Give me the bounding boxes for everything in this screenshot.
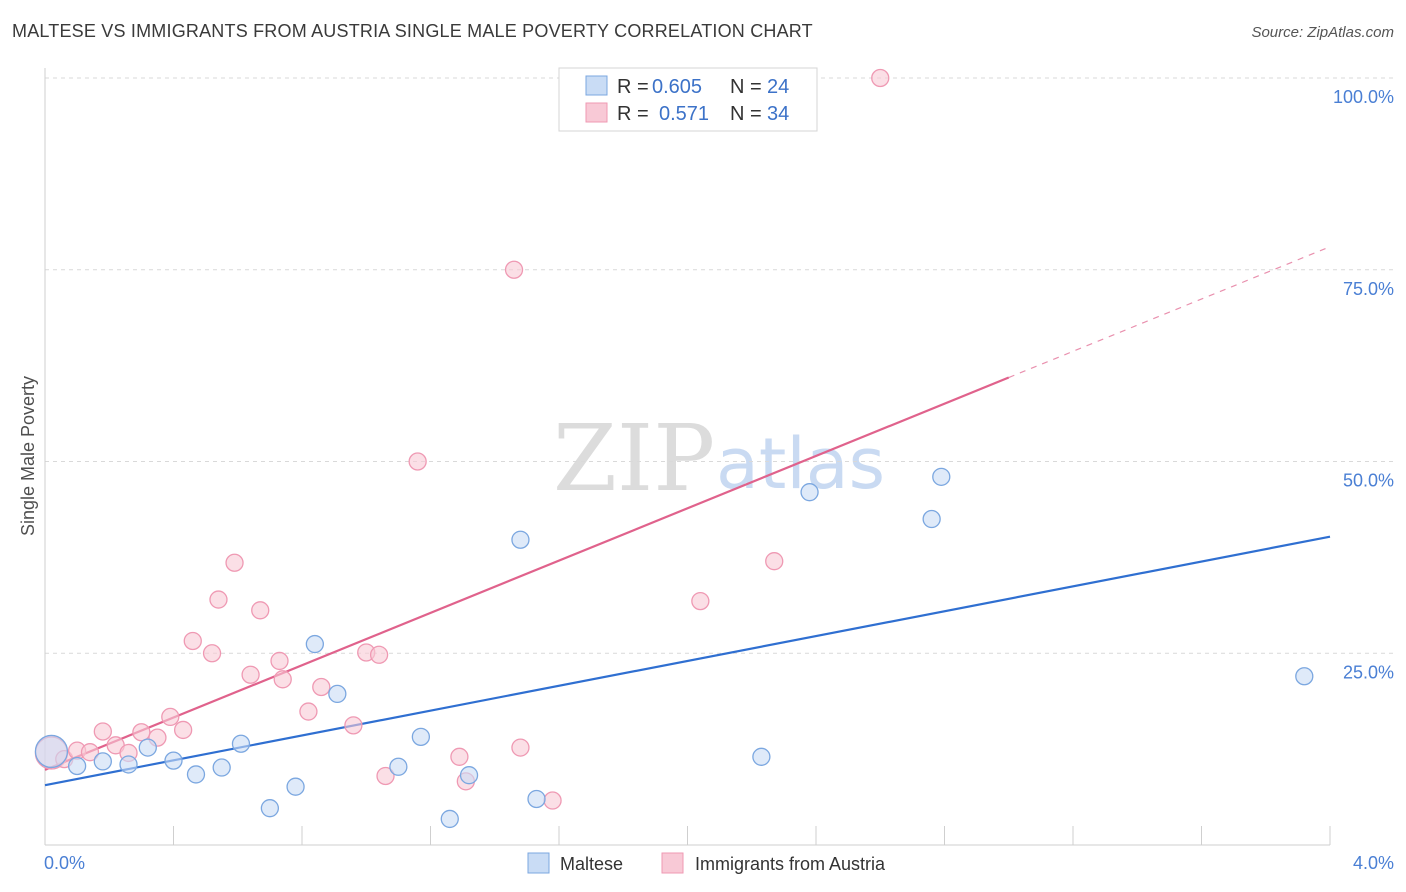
point-maltese-0 bbox=[34, 734, 69, 769]
point-maltese-4 bbox=[138, 738, 157, 757]
point-austria-19 bbox=[299, 702, 318, 721]
y-axis-label: Single Male Poverty bbox=[18, 376, 38, 536]
watermark-zip: ZIP bbox=[553, 405, 715, 512]
point-austria-9 bbox=[161, 707, 180, 727]
point-austria-33 bbox=[871, 68, 890, 88]
point-austria-3 bbox=[80, 743, 100, 762]
legend-n-label-maltese: N = bbox=[730, 76, 762, 98]
legend-n-value-maltese: 24 bbox=[767, 76, 789, 98]
point-austria-26 bbox=[450, 747, 469, 766]
trend-line-austria bbox=[44, 376, 1010, 771]
x-tick-label-min: 0.0% bbox=[44, 853, 85, 873]
point-austria-17 bbox=[270, 651, 289, 671]
grid-lines bbox=[45, 77, 1393, 654]
point-maltese-9 bbox=[260, 799, 280, 818]
legend-r-value-maltese: 0.605 bbox=[652, 76, 702, 98]
y-tick-label-25: 25.0% bbox=[1343, 662, 1394, 682]
trend-line-maltese bbox=[44, 535, 1331, 787]
point-austria-14 bbox=[225, 553, 244, 572]
legend-n-label-austria: N = bbox=[730, 103, 762, 125]
legend-r-label-austria: R = bbox=[617, 103, 649, 125]
point-maltese-2 bbox=[93, 752, 112, 771]
legend-box: R = 0.605 N = 24 R = 0.571 N = 34 bbox=[558, 67, 818, 132]
point-maltese-6 bbox=[186, 765, 206, 784]
y-axis-tick-labels: 25.0% 50.0% 75.0% 100.0% bbox=[1333, 87, 1394, 682]
point-maltese-7 bbox=[212, 758, 231, 777]
point-maltese-13 bbox=[389, 757, 408, 776]
point-austria-32 bbox=[765, 552, 784, 571]
point-maltese-5 bbox=[164, 751, 183, 770]
point-maltese-1 bbox=[67, 756, 87, 776]
data-points bbox=[34, 68, 1314, 829]
bottom-legend: Maltese Immigrants from Austria bbox=[527, 852, 886, 874]
point-maltese-11 bbox=[305, 634, 325, 654]
point-maltese-18 bbox=[527, 789, 546, 809]
point-austria-20 bbox=[312, 677, 331, 697]
point-maltese-8 bbox=[231, 734, 251, 753]
point-maltese-17 bbox=[511, 530, 530, 549]
x-axis-ticks bbox=[44, 826, 1331, 845]
point-maltese-12 bbox=[328, 684, 347, 704]
point-austria-16 bbox=[251, 601, 270, 620]
point-austria-30 bbox=[543, 791, 562, 810]
bottom-legend-label-austria: Immigrants from Austria bbox=[695, 854, 886, 874]
y-tick-label-75: 75.0% bbox=[1343, 279, 1394, 299]
legend-r-value-austria: 0.571 bbox=[659, 103, 709, 125]
legend-swatch-maltese bbox=[585, 75, 608, 96]
x-tick-label-max: 4.0% bbox=[1353, 853, 1394, 873]
point-maltese-14 bbox=[411, 727, 431, 747]
legend-n-value-austria: 34 bbox=[767, 103, 789, 125]
point-austria-23 bbox=[369, 645, 389, 664]
point-austria-13 bbox=[209, 590, 228, 609]
point-austria-7 bbox=[132, 723, 151, 742]
point-austria-21 bbox=[344, 716, 363, 735]
point-maltese-10 bbox=[286, 777, 305, 796]
bottom-legend-label-maltese: Maltese bbox=[560, 854, 623, 874]
y-tick-label-100: 100.0% bbox=[1333, 87, 1394, 107]
point-austria-12 bbox=[202, 644, 222, 663]
point-austria-15 bbox=[241, 665, 260, 684]
point-austria-31 bbox=[691, 591, 710, 611]
point-maltese-16 bbox=[459, 766, 479, 785]
point-austria-4 bbox=[93, 722, 112, 741]
point-maltese-3 bbox=[119, 755, 138, 774]
point-maltese-20 bbox=[800, 483, 819, 502]
point-maltese-21 bbox=[922, 509, 941, 529]
bottom-legend-swatch-maltese bbox=[527, 852, 550, 874]
trend-lines bbox=[44, 246, 1331, 787]
point-austria-18 bbox=[273, 670, 292, 689]
chart-source: Source: ZipAtlas.com bbox=[1251, 24, 1394, 41]
point-maltese-23 bbox=[1295, 667, 1314, 686]
point-austria-11 bbox=[183, 631, 202, 651]
y-tick-label-50: 50.0% bbox=[1343, 471, 1394, 491]
point-austria-10 bbox=[173, 720, 193, 740]
legend-r-label-maltese: R = bbox=[617, 76, 649, 98]
point-austria-28 bbox=[504, 260, 524, 279]
point-austria-29 bbox=[511, 738, 530, 757]
point-austria-25 bbox=[408, 452, 427, 471]
point-maltese-22 bbox=[932, 467, 951, 486]
bottom-legend-swatch-austria bbox=[661, 852, 684, 874]
point-maltese-15 bbox=[440, 809, 459, 829]
point-austria-24 bbox=[376, 766, 395, 786]
point-maltese-19 bbox=[752, 747, 771, 766]
chart-title: MALTESE VS IMMIGRANTS FROM AUSTRIA SINGL… bbox=[12, 21, 813, 41]
trend-line-extension-austria bbox=[1008, 246, 1331, 379]
legend-swatch-austria bbox=[585, 102, 608, 123]
